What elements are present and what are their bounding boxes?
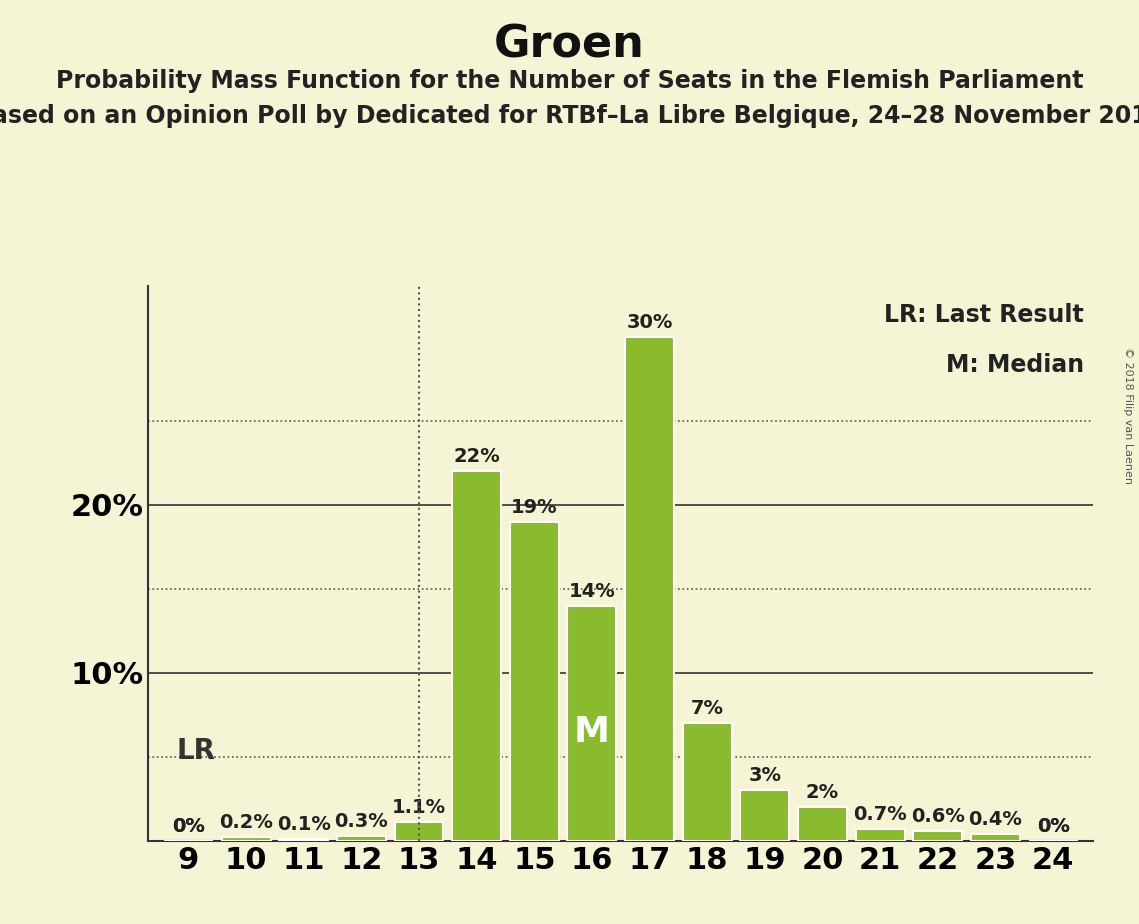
Text: © 2018 Filip van Laenen: © 2018 Filip van Laenen [1123,347,1133,484]
Bar [798,808,847,841]
Text: 0.2%: 0.2% [219,813,273,833]
Text: LR: Last Result: LR: Last Result [884,303,1084,327]
Text: 0%: 0% [1036,817,1070,836]
Bar [394,822,443,841]
Bar [682,723,731,841]
Text: 2%: 2% [806,784,839,802]
Bar [510,522,559,841]
Bar [222,837,271,841]
Bar [567,605,616,841]
Text: 30%: 30% [626,313,673,332]
Text: 3%: 3% [748,766,781,785]
Bar [337,836,386,841]
Bar [625,337,674,841]
Text: Groen: Groen [494,23,645,67]
Bar [855,829,904,841]
Text: LR: LR [177,737,216,765]
Bar [970,834,1019,841]
Text: 7%: 7% [690,699,723,718]
Text: 0.6%: 0.6% [911,807,965,826]
Bar [279,839,328,841]
Text: Based on an Opinion Poll by Dedicated for RTBf–La Libre Belgique, 24–28 November: Based on an Opinion Poll by Dedicated fo… [0,104,1139,128]
Text: 0.3%: 0.3% [335,812,388,831]
Text: 0.4%: 0.4% [968,810,1023,829]
Text: 0%: 0% [172,817,205,836]
Text: 0.1%: 0.1% [277,815,330,834]
Text: Probability Mass Function for the Number of Seats in the Flemish Parliament: Probability Mass Function for the Number… [56,69,1083,93]
Text: 22%: 22% [453,447,500,467]
Bar [913,831,962,841]
Text: M: M [574,714,609,748]
Text: M: Median: M: Median [945,353,1084,377]
Text: 0%: 0% [172,817,205,836]
Text: 19%: 19% [511,498,558,517]
Text: 0%: 0% [1036,817,1070,836]
Bar [452,471,501,841]
Text: 1.1%: 1.1% [392,798,446,818]
Text: 0.7%: 0.7% [853,805,907,824]
Text: 14%: 14% [568,581,615,601]
Bar [740,790,789,841]
